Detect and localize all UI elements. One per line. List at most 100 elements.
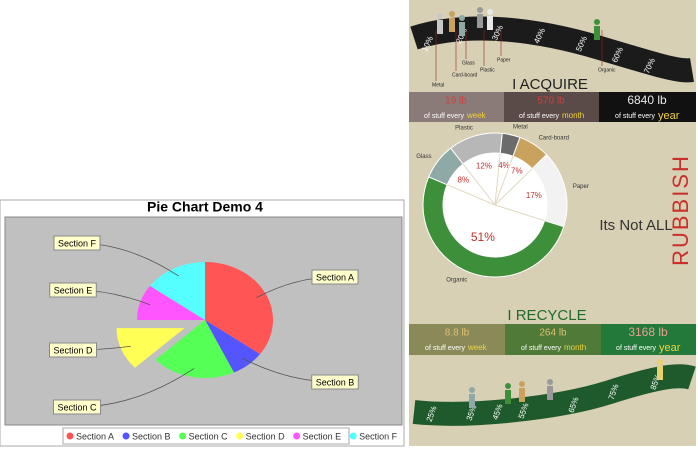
- figure-head: [477, 7, 483, 13]
- stat-text: of stuff every: [424, 113, 464, 120]
- donut-category-label: Card-board: [539, 135, 569, 141]
- stat-box: [409, 324, 505, 355]
- figure-head: [547, 379, 553, 385]
- legend-swatch: [122, 432, 130, 440]
- figure-head: [519, 381, 525, 387]
- legend-frame: [62, 427, 350, 445]
- legend-label: Section C: [189, 431, 229, 441]
- slice-label-text: Section D: [53, 345, 93, 355]
- segment-divider: [494, 168, 533, 206]
- slice-label-text: Section E: [54, 285, 93, 295]
- figure-body: [477, 14, 483, 28]
- segment-divider: [446, 184, 496, 206]
- stat-text: of stuff every: [521, 345, 561, 352]
- stat-box: [599, 92, 696, 122]
- chart-title: Pie Chart Demo 4: [147, 199, 263, 215]
- figure-head: [449, 11, 455, 17]
- acquire-title: I ACQUIRE: [512, 76, 588, 93]
- donut-value-label: 51%: [471, 230, 495, 244]
- figure-body: [547, 386, 553, 400]
- figure-body: [469, 394, 475, 408]
- donut-category-label: Plastic: [455, 126, 473, 132]
- label-box: [48, 342, 98, 358]
- stat-period: month: [562, 111, 584, 120]
- legend-label: Section E: [303, 431, 342, 441]
- legend-label: Section F: [359, 431, 398, 441]
- figure-head: [594, 19, 600, 25]
- slice-label-text: Section F: [58, 238, 97, 248]
- slice-label-text: Section C: [57, 402, 97, 412]
- segment-divider: [494, 204, 545, 222]
- slice-label: Section B: [311, 374, 359, 390]
- figure-head: [487, 9, 493, 15]
- donut-segment: [450, 132, 503, 165]
- pie-slice: [155, 320, 234, 379]
- stat-text: of stuff every: [519, 113, 559, 120]
- legend-swatch: [66, 432, 74, 440]
- donut-category-label: Paper: [573, 184, 589, 190]
- figure-body: [657, 366, 663, 380]
- figure-body: [505, 390, 511, 404]
- stat-box: [409, 92, 504, 122]
- donut-value-label: 7%: [511, 167, 523, 176]
- figure-head: [437, 13, 443, 19]
- segment-divider: [494, 156, 514, 206]
- figure-label: Plastic: [480, 67, 495, 73]
- legend-label: Section D: [246, 431, 286, 441]
- figure-body: [449, 18, 455, 32]
- stat-amount: 6840 lb: [627, 93, 667, 107]
- donut-value-label: 12%: [476, 162, 492, 171]
- stat-text: of stuff every: [616, 345, 656, 352]
- stat-box: [504, 92, 599, 122]
- legend-swatch: [179, 432, 187, 440]
- label-box: [311, 374, 359, 390]
- pie-slice: [205, 262, 273, 355]
- stat-period: week: [466, 111, 487, 120]
- donut-category-label: Organic: [446, 278, 467, 284]
- label-box: [52, 399, 102, 415]
- slice-label-text: Section B: [316, 377, 355, 387]
- slice-label: Section F: [53, 235, 101, 251]
- figure-label: Paper: [497, 57, 511, 63]
- stat-amount: 8.8 lb: [445, 328, 470, 339]
- label-box: [53, 235, 101, 251]
- plot-area: [4, 216, 403, 426]
- slice-label: Section A: [311, 269, 359, 285]
- legend-swatch: [293, 432, 301, 440]
- pie-slice: [116, 328, 185, 368]
- figure-head: [459, 15, 465, 21]
- legend-swatch: [349, 432, 357, 440]
- slice-label-text: Section A: [316, 272, 354, 282]
- stat-period: year: [659, 342, 681, 354]
- donut-category-label: Metal: [513, 125, 528, 131]
- tagline: Its Not ALL: [599, 217, 672, 234]
- pie-slice: [149, 262, 205, 320]
- stat-text: of stuff every: [615, 113, 655, 120]
- slice-label: Section D: [48, 342, 98, 358]
- figure-label: Metal: [432, 82, 444, 88]
- donut-value-label: 4%: [498, 161, 510, 170]
- figure-body: [437, 20, 443, 34]
- stat-period: week: [467, 343, 488, 352]
- headline: RUBBISH: [668, 154, 693, 266]
- figure-body: [519, 388, 525, 402]
- figure-label: Glass: [462, 60, 475, 66]
- segment-divider: [494, 153, 501, 206]
- figure-head: [505, 383, 511, 389]
- figure-body: [459, 22, 465, 36]
- slice-label: Section C: [52, 399, 102, 415]
- figure-label: Organic: [598, 67, 616, 73]
- recycle-title: I RECYCLE: [507, 307, 586, 324]
- stat-amount: 19 lb: [445, 96, 467, 107]
- stat-amount: 570 lb: [537, 96, 565, 107]
- slice-label: Section E: [49, 282, 97, 298]
- donut-category-label: Glass: [416, 154, 431, 160]
- donut-value-label: 8%: [458, 176, 470, 185]
- figure-label: Card-board: [452, 72, 478, 78]
- bottom-road: [412, 364, 696, 426]
- figure-head: [469, 387, 475, 393]
- pie-slice: [137, 285, 205, 320]
- stat-amount: 3168 lb: [628, 325, 668, 339]
